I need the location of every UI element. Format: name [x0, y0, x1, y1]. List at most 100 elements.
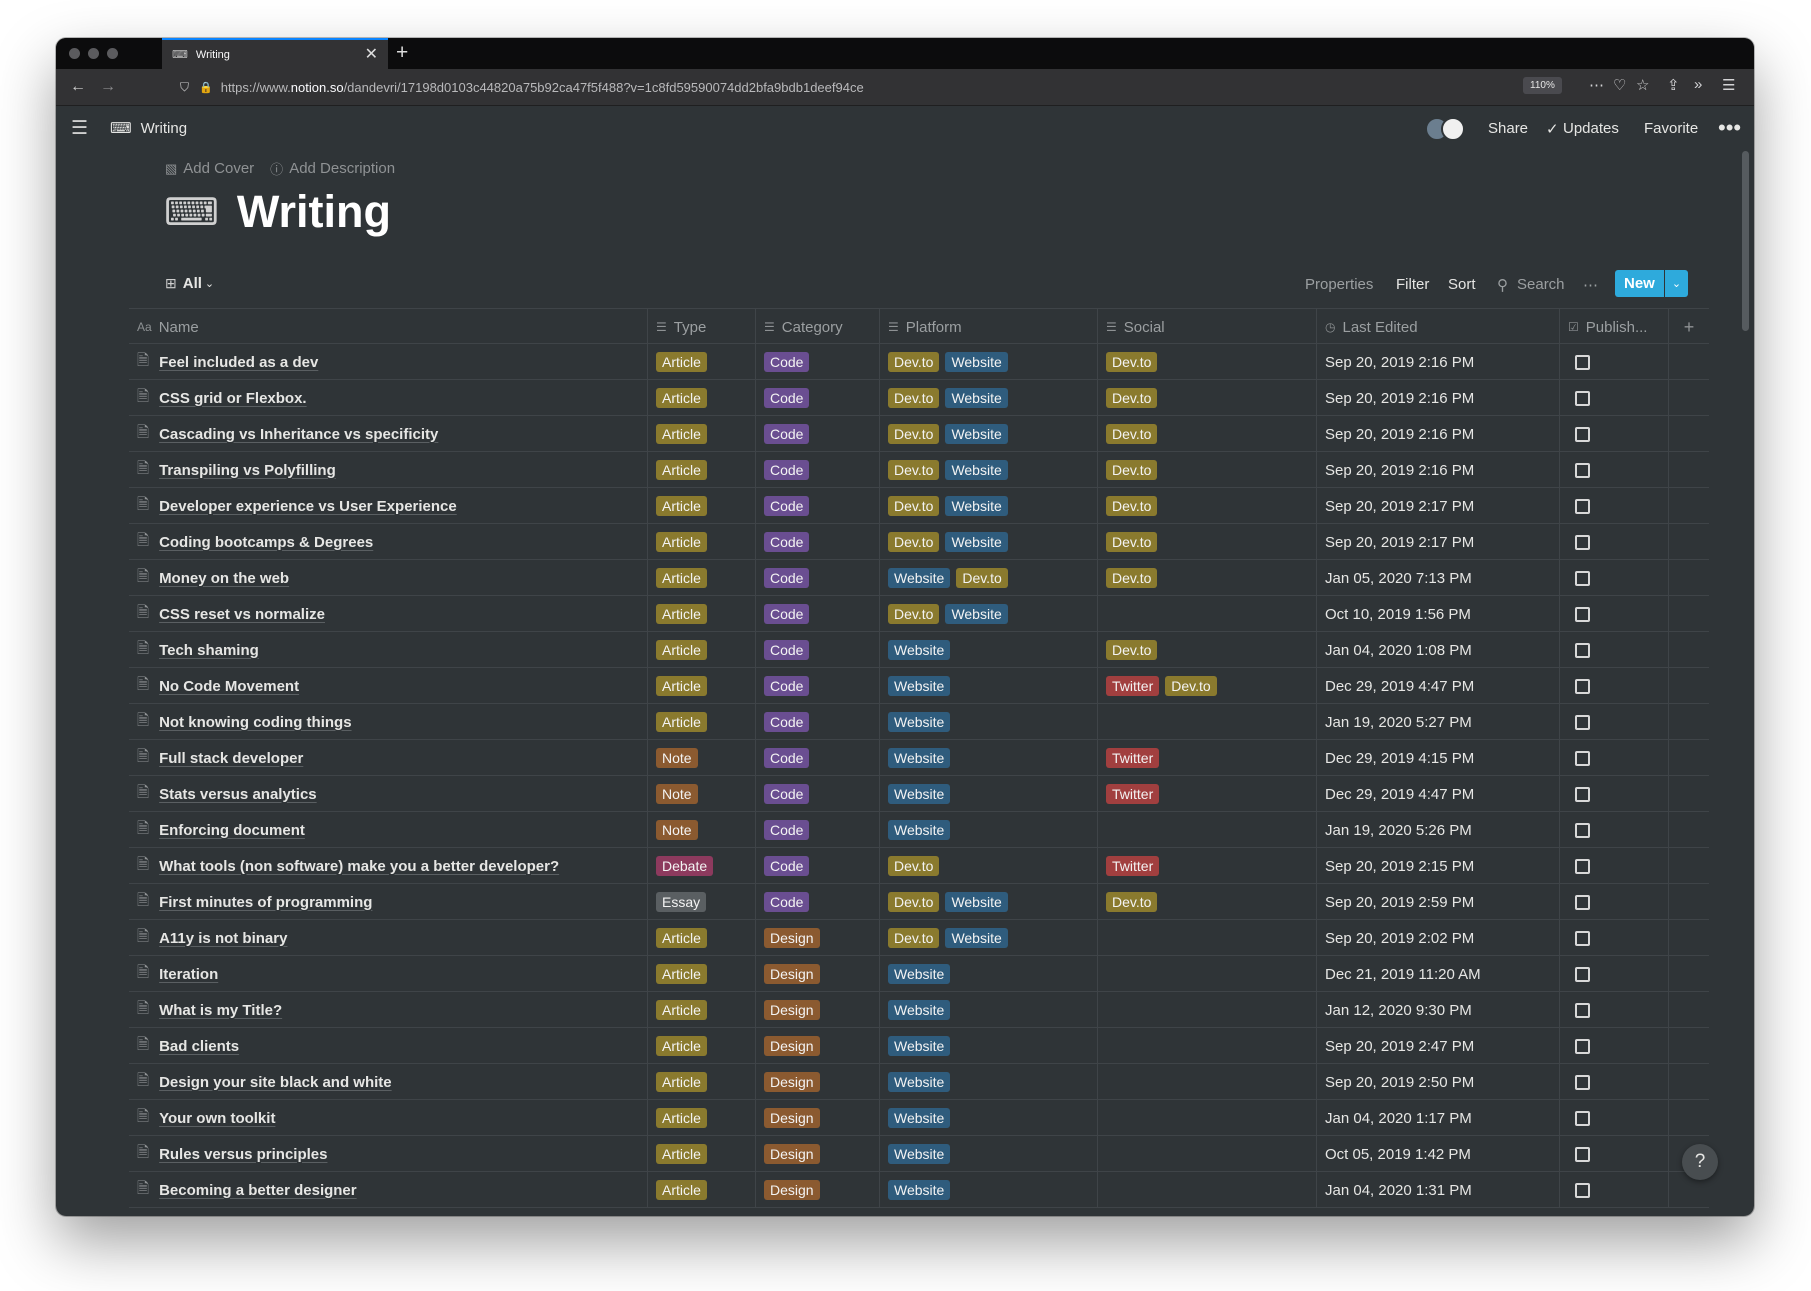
lock-icon[interactable]: 🔒 [199, 81, 213, 94]
favorite-button[interactable]: Favorite [1644, 120, 1699, 137]
published-cell[interactable] [1560, 632, 1669, 668]
published-cell[interactable] [1560, 848, 1669, 884]
search-button[interactable]: Search [1517, 276, 1565, 293]
category-cell[interactable]: Design [756, 1136, 880, 1172]
last-edited-cell[interactable]: Dec 29, 2019 4:47 PM [1317, 776, 1560, 812]
category-cell[interactable]: Code [756, 524, 880, 560]
row-title[interactable]: Developer experience vs User Experience [159, 497, 457, 515]
social-cell[interactable]: Twitter Dev.to [1098, 668, 1317, 704]
type-cell[interactable]: Article [648, 992, 756, 1028]
last-edited-cell[interactable]: Sep 20, 2019 2:02 PM [1317, 920, 1560, 956]
platform-cell[interactable]: Dev.to Website [880, 920, 1098, 956]
social-cell[interactable] [1098, 704, 1317, 740]
platform-cell[interactable]: Website [880, 992, 1098, 1028]
name-cell[interactable]: 🗎 Money on the web [129, 560, 648, 596]
column-header-last-edited[interactable]: ◷ Last Edited [1317, 309, 1560, 345]
row-title[interactable]: Bad clients [159, 1037, 240, 1055]
table-row[interactable]: 🗎 Money on the web Article Code Website Dev.t… [129, 560, 1709, 596]
platform-cell[interactable]: Dev.to [880, 848, 1098, 884]
type-cell[interactable]: Article [648, 1136, 756, 1172]
category-cell[interactable]: Design [756, 920, 880, 956]
platform-cell[interactable]: Website [880, 704, 1098, 740]
published-cell[interactable] [1560, 740, 1669, 776]
published-cell[interactable] [1560, 704, 1669, 740]
platform-cell[interactable]: Website [880, 776, 1098, 812]
row-title[interactable]: Enforcing document [159, 821, 305, 839]
type-cell[interactable]: Article [648, 596, 756, 632]
row-title[interactable]: First minutes of programming [159, 893, 373, 911]
social-cell[interactable] [1098, 920, 1317, 956]
category-cell[interactable]: Code [756, 632, 880, 668]
category-cell[interactable]: Code [756, 776, 880, 812]
row-title[interactable]: What tools (non software) make you a bet… [159, 857, 560, 875]
social-cell[interactable]: Twitter [1098, 776, 1317, 812]
row-title[interactable]: Design your site black and white [159, 1073, 392, 1091]
published-checkbox[interactable] [1575, 426, 1590, 442]
name-cell[interactable]: 🗎 Coding bootcamps & Degrees [129, 524, 648, 560]
social-cell[interactable]: Twitter [1098, 848, 1317, 884]
category-cell[interactable]: Design [756, 992, 880, 1028]
table-row[interactable]: 🗎 A11y is not binary Article Design Dev.to We… [129, 920, 1709, 956]
row-title[interactable]: Feel included as a dev [159, 353, 319, 371]
page-title[interactable]: Writing [236, 186, 391, 237]
properties-button[interactable]: Properties [1305, 276, 1374, 293]
table-row[interactable]: 🗎 What is my Title? Article Design Website Ja… [129, 992, 1709, 1028]
platform-cell[interactable]: Website [880, 812, 1098, 848]
last-edited-cell[interactable]: Jan 05, 2020 7:13 PM [1317, 560, 1560, 596]
category-cell[interactable]: Code [756, 380, 880, 416]
row-title[interactable]: Iteration [159, 965, 219, 983]
category-cell[interactable]: Code [756, 416, 880, 452]
add-description-button[interactable]: ⓘ Add Description [270, 159, 395, 178]
table-row[interactable]: 🗎 Developer experience vs User Experience… [129, 488, 1709, 524]
name-cell[interactable]: 🗎 What is my Title? [129, 992, 648, 1028]
social-cell[interactable]: Dev.to [1098, 452, 1317, 488]
platform-cell[interactable]: Dev.to Website [880, 488, 1098, 524]
table-row[interactable]: 🗎 No Code Movement Article Code Website Twitt… [129, 668, 1709, 704]
table-row[interactable]: 🗎 Feel included as a dev Article Code Dev.to… [129, 344, 1709, 380]
platform-cell[interactable]: Dev.to Website [880, 596, 1098, 632]
table-row[interactable]: 🗎 Cascading vs Inheritance vs specificity… [129, 416, 1709, 452]
close-window-button[interactable] [69, 48, 80, 59]
forward-arrow-icon[interactable]: → [100, 78, 116, 95]
last-edited-cell[interactable]: Sep 20, 2019 2:16 PM [1317, 344, 1560, 380]
name-cell[interactable]: 🗎 Not knowing coding things [129, 704, 648, 740]
name-cell[interactable]: 🗎 A11y is not binary [129, 920, 648, 956]
social-cell[interactable]: Dev.to [1098, 344, 1317, 380]
table-row[interactable]: 🗎 Enforcing document Note Code Website Jan 19… [129, 812, 1709, 848]
address-bar[interactable]: ⛉ 🔒 https://www. notion.so/dandevri/17198… [180, 75, 1630, 99]
type-cell[interactable]: Article [648, 704, 756, 740]
row-title[interactable]: CSS grid or Flexbox. [159, 389, 307, 407]
social-cell[interactable] [1098, 596, 1317, 632]
type-cell[interactable]: Note [648, 776, 756, 812]
category-cell[interactable]: Design [756, 956, 880, 992]
last-edited-cell[interactable]: Jan 04, 2020 1:17 PM [1317, 1100, 1560, 1136]
name-cell[interactable]: 🗎 CSS reset vs normalize [129, 596, 648, 632]
last-edited-cell[interactable]: Dec 29, 2019 4:15 PM [1317, 740, 1560, 776]
window-controls[interactable] [69, 48, 118, 59]
social-cell[interactable]: Dev.to [1098, 884, 1317, 920]
last-edited-cell[interactable]: Dec 29, 2019 4:47 PM [1317, 668, 1560, 704]
published-cell[interactable] [1560, 560, 1669, 596]
table-row[interactable]: 🗎 Stats versus analytics Note Code Website Tw… [129, 776, 1709, 812]
last-edited-cell[interactable]: Jan 19, 2020 5:27 PM [1317, 704, 1560, 740]
type-cell[interactable]: Article [648, 344, 756, 380]
category-cell[interactable]: Design [756, 1100, 880, 1136]
published-checkbox[interactable] [1575, 966, 1590, 982]
social-cell[interactable]: Dev.to [1098, 416, 1317, 452]
avatar[interactable] [1441, 117, 1465, 141]
published-checkbox[interactable] [1575, 570, 1590, 586]
platform-cell[interactable]: Website [880, 956, 1098, 992]
type-cell[interactable]: Article [648, 380, 756, 416]
published-checkbox[interactable] [1575, 714, 1590, 730]
name-cell[interactable]: 🗎 Cascading vs Inheritance vs specificity [129, 416, 648, 452]
row-title[interactable]: Becoming a better designer [159, 1181, 357, 1199]
published-checkbox[interactable] [1575, 498, 1590, 514]
column-header-type[interactable]: ☰ Type [648, 309, 756, 345]
category-cell[interactable]: Code [756, 704, 880, 740]
published-cell[interactable] [1560, 812, 1669, 848]
avatar-group[interactable] [1425, 117, 1471, 141]
table-row[interactable]: 🗎 CSS grid or Flexbox. Article Code Dev.to We… [129, 380, 1709, 416]
last-edited-cell[interactable]: Oct 05, 2019 1:42 PM [1317, 1136, 1560, 1172]
type-cell[interactable]: Article [648, 488, 756, 524]
published-cell[interactable] [1560, 1028, 1669, 1064]
